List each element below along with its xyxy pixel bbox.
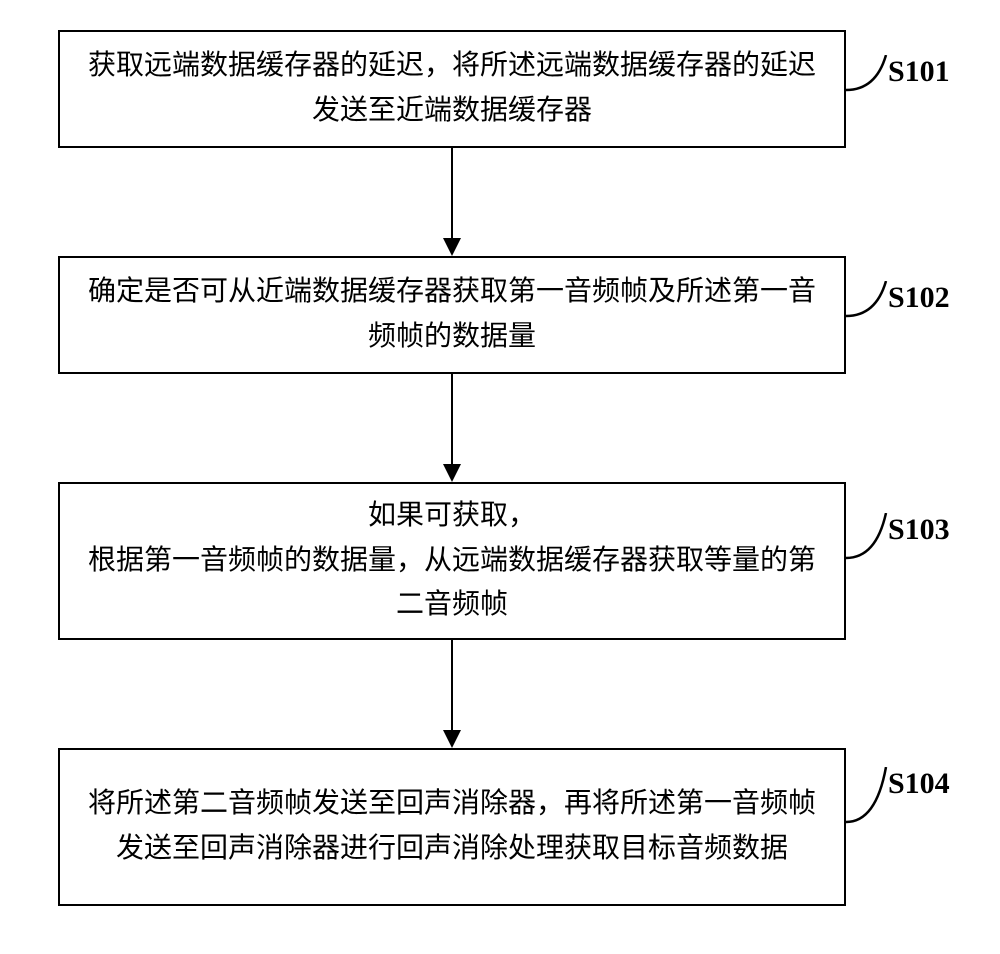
- step-text-s103: 如果可获取， 根据第一音频帧的数据量，从远端数据缓存器获取等量的第二音频帧: [88, 494, 816, 628]
- step-label-s102: S102: [888, 281, 950, 315]
- step-text-s101: 获取远端数据缓存器的延迟，将所述远端数据缓存器的延迟发送至近端数据缓存器: [88, 44, 816, 134]
- arrow-s103-s104: [451, 640, 453, 730]
- step-box-s103: 如果可获取， 根据第一音频帧的数据量，从远端数据缓存器获取等量的第二音频帧: [58, 482, 846, 640]
- arrow-head-s101-s102: [443, 238, 461, 256]
- step-box-s101: 获取远端数据缓存器的延迟，将所述远端数据缓存器的延迟发送至近端数据缓存器: [58, 30, 846, 148]
- step-text-s103-content: 如果可获取， 根据第一音频帧的数据量，从远端数据缓存器获取等量的第二音频帧: [88, 500, 816, 621]
- arrow-head-s103-s104: [443, 730, 461, 748]
- step-label-s104: S104: [888, 767, 950, 801]
- step-text-s102: 确定是否可从近端数据缓存器获取第一音频帧及所述第一音频帧的数据量: [88, 270, 816, 360]
- flowchart-container: 获取远端数据缓存器的延迟，将所述远端数据缓存器的延迟发送至近端数据缓存器 S10…: [0, 0, 1000, 954]
- step-text-s104: 将所述第二音频帧发送至回声消除器，再将所述第一音频帧发送至回声消除器进行回声消除…: [88, 782, 816, 872]
- arrow-s102-s103: [451, 374, 453, 464]
- step-box-s104: 将所述第二音频帧发送至回声消除器，再将所述第一音频帧发送至回声消除器进行回声消除…: [58, 748, 846, 906]
- step-label-s101: S101: [888, 55, 950, 89]
- step-label-s103: S103: [888, 513, 950, 547]
- arrow-head-s102-s103: [443, 464, 461, 482]
- step-box-s102: 确定是否可从近端数据缓存器获取第一音频帧及所述第一音频帧的数据量: [58, 256, 846, 374]
- arrow-s101-s102: [451, 148, 453, 238]
